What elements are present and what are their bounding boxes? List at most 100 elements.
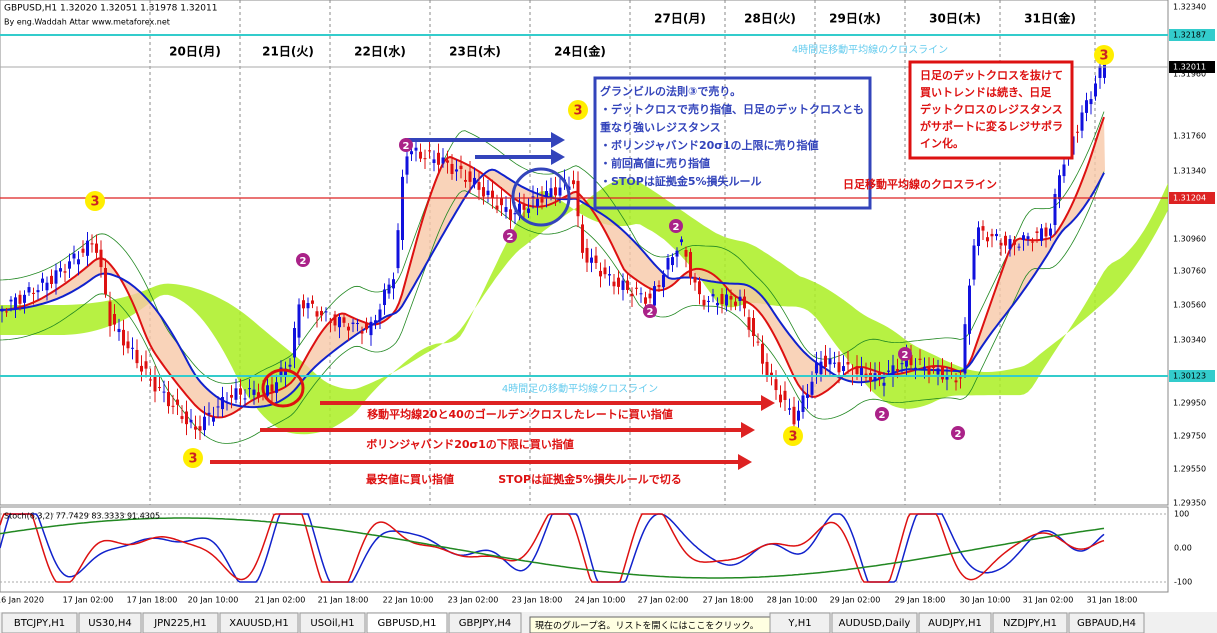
bollinger-upper <box>0 111 1105 384</box>
time-label: 29 Jan 18:00 <box>895 596 946 605</box>
candle-body <box>747 317 751 330</box>
sell-note: ・前回高値に売り指値 <box>600 156 710 170</box>
tab[interactable] <box>1 612 78 633</box>
candle-body <box>392 279 395 289</box>
marker <box>183 448 203 468</box>
time-label: 27 Jan 02:00 <box>638 596 689 605</box>
candle-body <box>617 277 620 287</box>
tab-label: NZDJPY,H1 <box>1003 618 1057 629</box>
candle-body <box>23 294 26 303</box>
buy-note: 移動平均線20と40のゴールデンクロスしたレートに買い指値 <box>367 407 673 421</box>
candle-body <box>950 370 953 372</box>
time-label: 30 Jan 10:00 <box>960 596 1011 605</box>
candle-body <box>117 328 121 333</box>
marker <box>399 138 413 152</box>
tab[interactable] <box>142 612 219 633</box>
candle-body <box>635 287 638 289</box>
candle-body <box>833 362 836 364</box>
sub-axis-label: -100 <box>1174 578 1192 587</box>
tab[interactable] <box>219 612 299 633</box>
candle-body <box>810 381 814 395</box>
tab[interactable] <box>918 612 992 633</box>
candle-body <box>50 275 53 284</box>
candle-body <box>927 366 931 375</box>
tab-label: USOil,H1 <box>310 618 354 629</box>
candle-body <box>293 328 296 358</box>
candle-body <box>1080 112 1084 131</box>
candle-body <box>941 366 944 380</box>
candle-body <box>752 318 755 337</box>
candle-body <box>756 341 760 343</box>
candle-body <box>14 297 17 310</box>
candle-body <box>131 347 134 349</box>
candle-body <box>990 233 994 237</box>
candle-body <box>410 151 413 155</box>
candle-body <box>900 363 904 365</box>
price-label: 1.30560 <box>1173 301 1206 310</box>
candle-body <box>477 182 481 190</box>
sub-axis-label: 0.00 <box>1174 544 1192 553</box>
candle-body <box>315 311 319 317</box>
candle-body <box>855 366 859 375</box>
candle-body <box>657 285 661 287</box>
candle-body <box>320 310 323 316</box>
candle-body <box>995 233 998 237</box>
candle-body <box>1058 175 1061 200</box>
buy-note: ボリンジャバンド20σ1の下限に買い指値 <box>366 437 574 451</box>
marker <box>568 100 588 120</box>
candle-body <box>977 227 980 246</box>
sell-note: ・ボリンジャバンド20σ1の上限に売り指値 <box>600 138 819 152</box>
arrow-head <box>738 454 752 470</box>
tab[interactable] <box>78 612 142 633</box>
marker <box>503 229 517 243</box>
candle-body <box>378 309 382 321</box>
candle-body <box>95 243 98 253</box>
daily-line-label: 日足移動平均線のクロスライン <box>843 177 997 191</box>
price-label: 1.30340 <box>1173 336 1206 345</box>
candle-body <box>72 253 76 259</box>
candle-body <box>774 379 778 391</box>
tab[interactable] <box>831 612 918 633</box>
candle-body <box>230 394 233 398</box>
marker-label: 3 <box>788 430 797 445</box>
candle-body <box>36 290 40 293</box>
candle-body <box>702 299 706 306</box>
time-label: 31 Jan 02:00 <box>1023 596 1074 605</box>
candle-body <box>594 255 598 263</box>
candle-body <box>144 361 148 369</box>
candle-body <box>522 204 526 210</box>
candle-body <box>135 349 139 364</box>
candle-body <box>257 392 260 398</box>
candle-body <box>837 362 841 373</box>
candle-body <box>1062 164 1066 177</box>
tab[interactable] <box>366 612 448 633</box>
sell-note: ・デットクロスで売り指値、日足のデットクロスとも <box>600 102 864 116</box>
day-label: 20日(月) <box>169 45 221 59</box>
price-label: 1.31960 <box>1173 70 1206 79</box>
candle-body <box>972 245 976 280</box>
day-label: 31日(金) <box>1024 11 1076 26</box>
candle-body <box>207 412 211 415</box>
candle-body <box>1103 64 1106 78</box>
candle-body <box>306 303 310 309</box>
tab-label: GBPUSD,H1 <box>377 618 436 629</box>
day-label: 23日(木) <box>449 44 501 59</box>
candle-body <box>644 297 647 304</box>
candle-body <box>527 208 530 213</box>
candle-body <box>590 257 593 263</box>
candle-body <box>1076 131 1079 133</box>
tab[interactable] <box>769 612 831 633</box>
candle-body <box>428 150 431 152</box>
tab[interactable] <box>299 612 366 633</box>
candle-body <box>828 358 832 365</box>
candle-body <box>338 316 341 328</box>
candle-body <box>0 308 4 312</box>
candle-body <box>513 213 517 215</box>
tab[interactable] <box>1068 612 1145 633</box>
candle-body <box>356 323 359 325</box>
tab[interactable] <box>992 612 1068 633</box>
tab[interactable] <box>448 612 522 633</box>
candle-body <box>500 197 503 206</box>
time-label: 24 Jan 10:00 <box>575 596 626 605</box>
candle-body <box>725 294 728 306</box>
